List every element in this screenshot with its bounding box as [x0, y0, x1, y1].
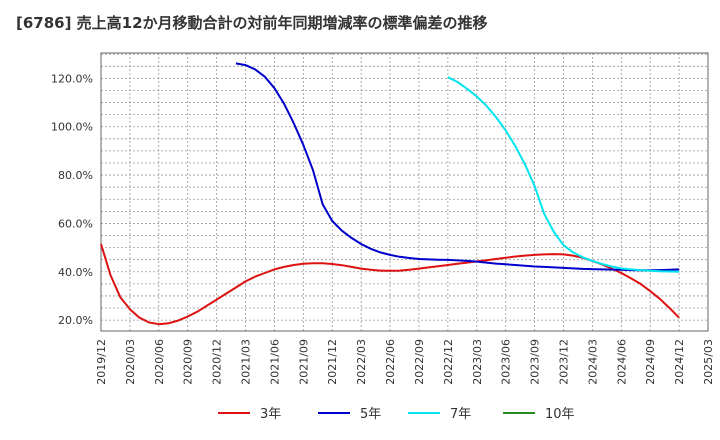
x-tick-label: 2022/06: [384, 339, 397, 385]
series-line-7年: [447, 76, 680, 273]
x-tick-label: 2023/09: [529, 339, 542, 385]
y-tick-label: 20.0%: [58, 314, 93, 327]
x-tick-label: 2021/03: [240, 339, 253, 385]
y-tick-label: 60.0%: [58, 217, 93, 230]
x-tick-label: 2023/06: [500, 339, 513, 385]
x-tick-label: 2025/03: [702, 339, 715, 385]
x-tick-label: 2023/12: [557, 339, 570, 385]
grid: [100, 53, 709, 331]
y-tick-label: 40.0%: [58, 266, 93, 279]
x-tick-label: 2021/09: [297, 339, 310, 385]
legend-label: 3年: [260, 407, 281, 422]
x-tick-label: 2022/12: [442, 339, 455, 385]
x-tick-label: 2022/09: [413, 339, 426, 385]
x-tick-label: 2022/03: [355, 339, 368, 385]
x-tick-label: 2021/06: [268, 339, 281, 385]
plot-frame: [100, 52, 709, 332]
x-tick-label: 2020/09: [182, 339, 195, 385]
chart-title: [6786] 売上高12か月移動合計の対前年同期増減率の標準偏差の推移: [16, 14, 488, 32]
x-tick-label: 2024/12: [673, 339, 686, 385]
x-tick-label: 2023/03: [471, 339, 484, 385]
y-tick-label: 80.0%: [58, 169, 93, 182]
x-tick-label: 2020/06: [153, 339, 166, 385]
y-tick-label: 100.0%: [51, 121, 93, 134]
x-tick-label: 2020/12: [211, 339, 224, 385]
series-line-5年: [235, 62, 680, 272]
x-tick-label: 2024/03: [586, 339, 599, 385]
x-tick-label: 2024/06: [615, 339, 628, 385]
legend-label: 7年: [450, 407, 471, 422]
legend-label: 5年: [360, 407, 381, 422]
legend-label: 10年: [545, 407, 575, 422]
x-tick-label: 2019/12: [95, 339, 108, 385]
y-tick-label: 120.0%: [51, 72, 93, 85]
x-tick-label: 2021/12: [326, 339, 339, 385]
x-tick-label: 2024/09: [644, 339, 657, 385]
x-tick-label: 2020/03: [124, 339, 137, 385]
